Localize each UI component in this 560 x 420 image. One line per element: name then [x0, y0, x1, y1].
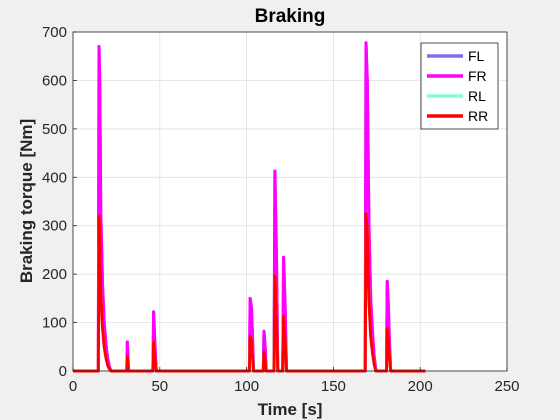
y-tick-label: 600 [42, 72, 67, 89]
legend-label-rl: RL [468, 88, 486, 104]
y-tick-label: 100 [42, 315, 67, 332]
x-tick-label: 250 [494, 378, 519, 395]
y-tick-label: 500 [42, 121, 67, 138]
x-tick-label: 150 [321, 378, 346, 395]
legend-label-fl: FL [468, 48, 485, 64]
legend: FL FR RL RR [421, 43, 498, 129]
x-tick-label: 200 [408, 378, 433, 395]
x-tick-label: 0 [69, 378, 77, 395]
y-axis-label: Braking torque [Nm] [17, 119, 36, 283]
y-tick-label: 200 [42, 266, 67, 283]
legend-label-rr: RR [468, 108, 488, 124]
chart-title: Braking [255, 6, 326, 27]
x-axis-label: Time [s] [258, 400, 323, 419]
legend-label-fr: FR [468, 68, 487, 84]
x-tick-label: 100 [234, 378, 259, 395]
y-tick-label: 700 [42, 24, 67, 41]
y-tick-label: 300 [42, 218, 67, 235]
x-tick-label: 50 [151, 378, 168, 395]
y-tick-label: 0 [59, 363, 67, 380]
y-tick-label: 400 [42, 169, 67, 186]
